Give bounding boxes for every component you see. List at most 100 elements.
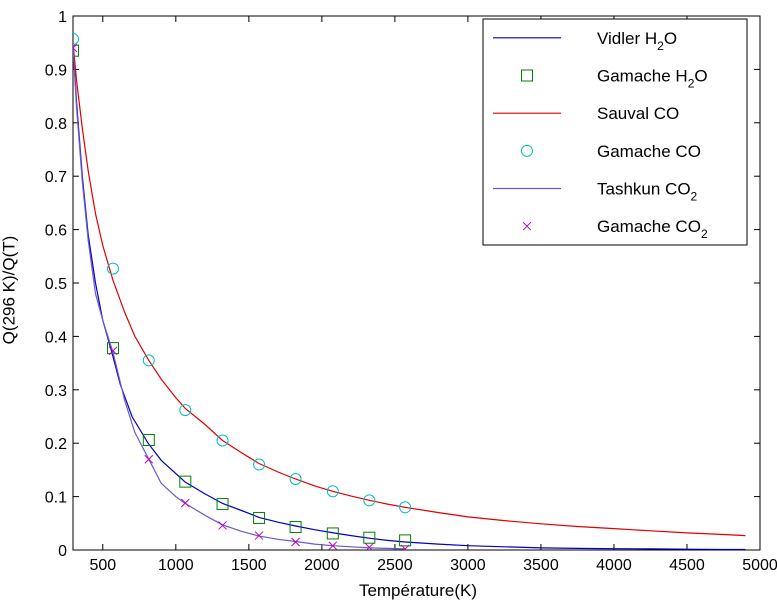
legend-item-sauval-co: Sauval CO	[493, 104, 679, 123]
data-point-gamache-co	[363, 494, 376, 507]
x-tick-label: 3000	[450, 557, 486, 574]
legend-label-tail: O	[664, 29, 677, 48]
data-point-gamache-h2o	[142, 433, 155, 446]
legend-swatch-marker	[521, 144, 533, 157]
y-axis-title: Q(296 K)/Q(T)	[0, 236, 18, 345]
legend-label-text: Tashkun CO	[597, 180, 691, 199]
data-point-gamache-h2o	[216, 498, 229, 511]
x-marker-stroke	[73, 47, 78, 53]
legend-label-subscript: 2	[688, 77, 695, 91]
y-tick-label: 0.8	[45, 116, 67, 133]
data-point-gamache-co2	[254, 531, 264, 540]
y-tick-label: 0.1	[45, 490, 67, 507]
x-tick-label: 5000	[742, 557, 777, 574]
x-tick-label: 4000	[596, 557, 632, 574]
legend-label: Gamache H2O	[597, 67, 708, 91]
legend-item-tashkun-co2: Tashkun CO2	[493, 180, 698, 204]
x-axis-title: Température(K)	[359, 581, 477, 600]
x-marker-stroke	[403, 544, 410, 550]
data-point-gamache-co	[179, 404, 192, 417]
legend-swatch-marker	[521, 69, 533, 82]
x-marker-stroke	[73, 43, 78, 49]
legend-label: Vidler H2O	[597, 29, 677, 53]
y-tick-label: 0.5	[45, 276, 67, 293]
data-point-gamache-co	[216, 434, 229, 447]
legend-label-text: Vidler H	[597, 29, 657, 48]
data-point-gamache-co2	[108, 346, 118, 356]
data-point-gamache-co	[399, 501, 412, 514]
legend-item-gamache-h2o: Gamache H2O	[521, 67, 708, 91]
y-tick-label: 0.9	[45, 62, 67, 79]
series-line-vidler-h2o	[73, 43, 746, 550]
x-marker-stroke	[144, 454, 154, 464]
series-markers-gamache-co2	[73, 43, 410, 550]
data-point-gamache-h2o	[73, 44, 79, 57]
legend-label-subscript: 2	[657, 39, 664, 53]
x-marker-stroke	[522, 221, 532, 231]
x-marker-stroke	[108, 346, 118, 356]
y-tick-label: 1	[58, 9, 67, 26]
x-tick-label: 4500	[669, 557, 705, 574]
series-line-tashkun-co2	[73, 45, 406, 550]
data-point-gamache-co	[289, 472, 302, 485]
data-point-gamache-co2	[144, 454, 154, 464]
data-layer	[73, 32, 746, 550]
data-point-gamache-co2	[328, 541, 338, 550]
data-point-gamache-co	[326, 485, 339, 498]
x-tick-label: 1000	[158, 557, 194, 574]
plot-area: 500 1000 1500 2000 2500 3000 3500 4000 4500 5000 0…	[45, 9, 777, 574]
x-marker-stroke	[180, 498, 190, 508]
data-point-gamache-h2o	[289, 521, 302, 534]
series-markers-gamache-co	[73, 32, 412, 514]
data-point-gamache-co	[253, 458, 266, 471]
x-marker-stroke	[365, 542, 374, 550]
legend-swatch-marker	[522, 221, 532, 231]
legend-box	[482, 18, 748, 246]
x-tick-label: 2000	[304, 557, 340, 574]
legend-item-gamache-co: Gamache CO	[521, 142, 701, 161]
data-point-gamache-h2o	[363, 531, 376, 544]
data-point-gamache-co2	[73, 43, 78, 53]
legend-label: Tashkun CO2	[597, 180, 698, 204]
data-point-gamache-co2	[180, 498, 190, 508]
x-tick-label: 2500	[377, 557, 413, 574]
data-point-gamache-h2o	[179, 475, 192, 488]
data-point-gamache-h2o	[399, 534, 412, 547]
legend-label: Sauval CO	[597, 104, 679, 123]
legend-label-subscript: 2	[701, 227, 708, 241]
y-tick-label: 0.7	[45, 169, 67, 186]
series-line-sauval-co	[73, 42, 746, 537]
y-tick-label: 0.6	[45, 223, 67, 240]
x-tick-label: 3500	[523, 557, 559, 574]
legend-label: Gamache CO2	[597, 217, 708, 241]
data-point-gamache-co2	[400, 544, 410, 550]
y-tick-label: 0.4	[45, 329, 67, 346]
data-point-gamache-co	[107, 262, 120, 275]
data-point-gamache-h2o	[326, 527, 339, 540]
legend-label-text: Sauval CO	[597, 104, 679, 123]
x-marker-stroke	[254, 531, 264, 540]
data-point-gamache-co2	[291, 537, 300, 547]
legend-label-subscript: 2	[691, 190, 698, 204]
legend-item-vidler-h2o: Vidler H2O	[493, 29, 677, 53]
x-marker-stroke	[291, 537, 300, 547]
x-marker-stroke	[328, 541, 338, 550]
x-tick-label: 500	[89, 557, 116, 574]
legend-label-text: Gamache H	[597, 67, 688, 86]
y-tick-label: 0.3	[45, 383, 67, 400]
y-tick-label: 0	[58, 543, 67, 560]
y-tick-label: 0.2	[45, 436, 67, 453]
legend-item-gamache-co2: Gamache CO2	[522, 217, 708, 241]
x-marker-stroke	[218, 521, 227, 530]
x-tick-label: 1500	[231, 557, 267, 574]
legend-label-tail: O	[694, 67, 707, 86]
data-point-gamache-co	[142, 354, 155, 367]
series-markers-gamache-h2o	[73, 44, 412, 547]
legend-label: Gamache CO	[597, 142, 701, 161]
legend-label-text: Gamache CO	[597, 142, 701, 161]
legend-label-text: Gamache CO	[597, 217, 701, 236]
data-point-gamache-co	[73, 32, 79, 45]
